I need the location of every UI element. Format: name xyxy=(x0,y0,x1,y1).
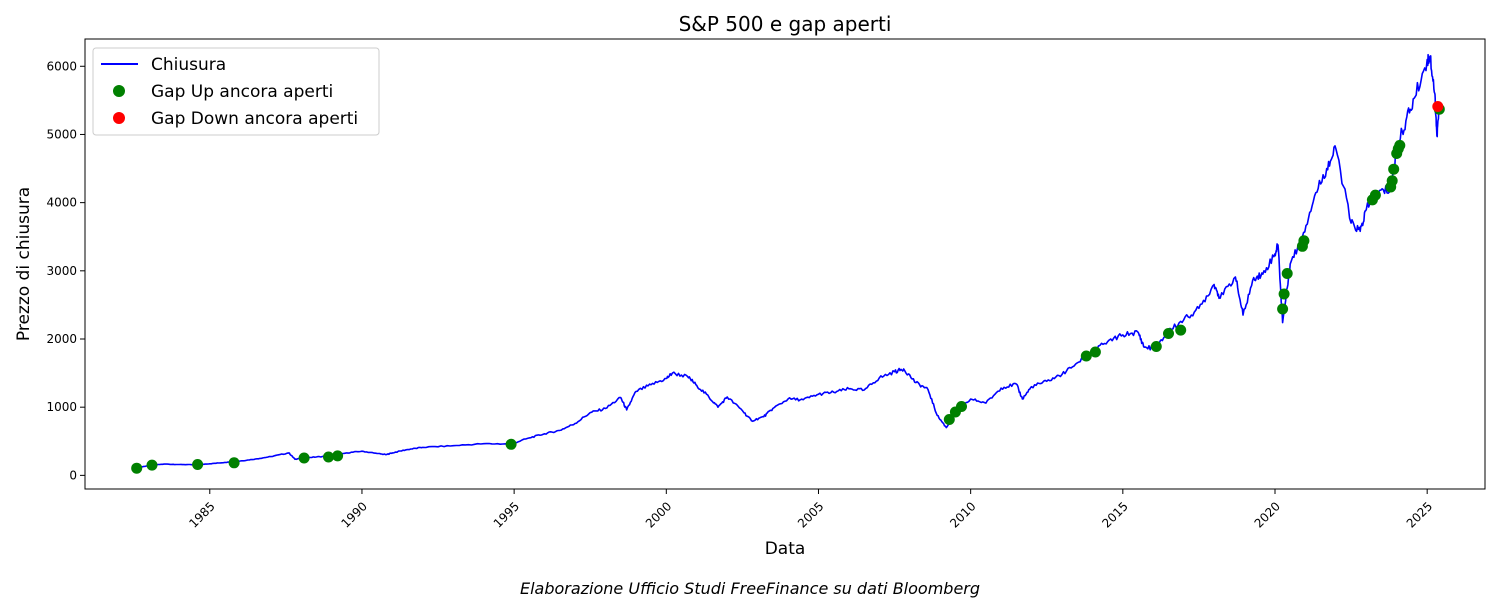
plot-series xyxy=(131,53,1445,474)
y-tick-label: 4000 xyxy=(46,196,77,210)
gap-up-point xyxy=(505,438,517,450)
gap-up-point xyxy=(131,462,143,474)
y-axis-title: Prezzo di chiusura xyxy=(14,187,34,341)
y-tick-label: 3000 xyxy=(46,264,77,278)
gap-up-point xyxy=(332,450,344,462)
gap-up-point xyxy=(943,414,955,425)
x-tick-label: 1995 xyxy=(491,499,522,530)
legend: Chiusura Gap Up ancora aperti Gap Down a… xyxy=(92,47,380,136)
source-caption: Elaborazione Ufficio Studi FreeFinance s… xyxy=(520,579,980,598)
x-tick-label: 2000 xyxy=(643,499,674,530)
legend-red-dot-marker xyxy=(113,112,125,124)
legend-label-gap-up: Gap Up ancora aperti xyxy=(151,82,333,102)
gap-down-point xyxy=(1432,101,1444,112)
x-tick-label: 2005 xyxy=(795,499,826,530)
x-tick-label: 1990 xyxy=(339,499,370,530)
gap-up-point xyxy=(228,457,240,469)
gap-up-point xyxy=(1277,303,1289,315)
y-tick-label: 5000 xyxy=(46,127,77,141)
gap-up-point xyxy=(1163,328,1174,339)
gap-up-point xyxy=(1369,189,1381,201)
chart-title: S&P 500 e gap aperti xyxy=(679,12,892,36)
gap-up-point xyxy=(1175,324,1187,336)
series-line-chiusura xyxy=(136,53,1441,469)
gap-up-point xyxy=(1281,268,1293,279)
y-tick-label: 0 xyxy=(69,468,77,482)
y-axis: 0 1000 2000 3000 4000 5000 6000 xyxy=(46,59,85,482)
legend-label-gap-down: Gap Down ancora aperti xyxy=(151,109,358,129)
x-tick-label: 2015 xyxy=(1099,499,1130,530)
gap-up-point xyxy=(1089,346,1101,358)
x-tick-label: 1985 xyxy=(186,499,217,530)
x-axis-title: Data xyxy=(765,539,806,559)
legend-green-dot-marker xyxy=(113,85,125,97)
gap-up-point xyxy=(1388,163,1400,175)
gap-up-point xyxy=(298,452,310,464)
y-tick-label: 2000 xyxy=(46,332,77,346)
gap-up-point xyxy=(956,401,967,412)
x-tick-label: 2010 xyxy=(947,499,978,530)
gap-up-point xyxy=(1386,175,1398,187)
gap-up-point xyxy=(146,459,158,471)
gap-up-point xyxy=(323,451,334,463)
gap-up-point xyxy=(1080,350,1092,362)
gap-up-point xyxy=(1150,341,1162,352)
gap-up-point xyxy=(1394,139,1406,151)
legend-box xyxy=(92,47,380,136)
legend-label-chiusura: Chiusura xyxy=(151,55,226,75)
gap-up-point xyxy=(1278,288,1290,300)
gap-up-point xyxy=(1298,235,1310,247)
y-tick-label: 1000 xyxy=(46,400,77,414)
x-tick-label: 2025 xyxy=(1404,499,1435,530)
x-tick-label: 2020 xyxy=(1252,499,1283,530)
gap-up-point xyxy=(192,459,204,470)
x-axis: 1985 1990 1995 2000 2005 2010 2015 2020 2025 xyxy=(186,489,1435,531)
y-tick-label: 6000 xyxy=(46,59,77,73)
